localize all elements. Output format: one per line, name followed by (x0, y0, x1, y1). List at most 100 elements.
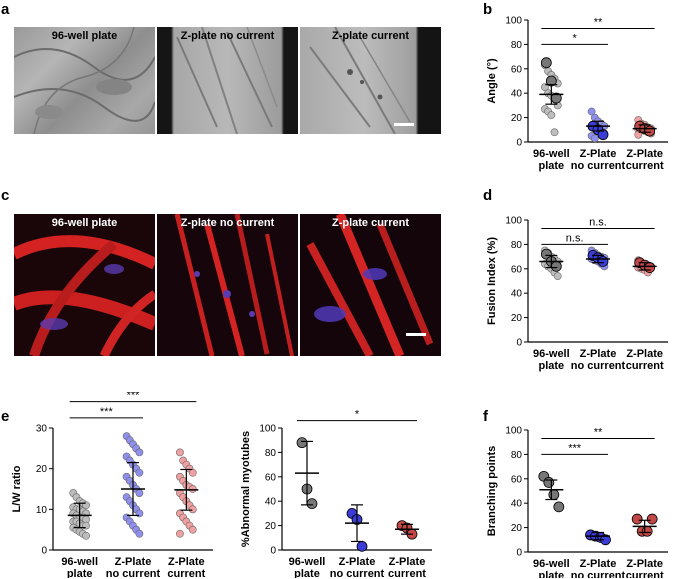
x-category-label: no current (571, 570, 626, 578)
y-tick-label: 10 (36, 505, 48, 516)
replicate-mean-point (296, 437, 308, 449)
data-point (176, 448, 184, 457)
significance-label: *** (568, 442, 582, 454)
data-point (135, 448, 144, 457)
y-tick-label: 100 (259, 424, 276, 435)
micrograph-z-plate-current-fluorescence: Z-plate current (300, 214, 441, 356)
y-axis-label: Angle (°) (486, 58, 498, 104)
significance-label: ** (594, 427, 603, 439)
x-category-label: Z-Plate (580, 558, 617, 570)
x-category-label: Z-Plate (389, 556, 426, 568)
x-category-label: plate (538, 160, 564, 172)
panel-letter-f: f (483, 408, 488, 425)
x-category-label: current (626, 360, 664, 372)
y-axis-label: L/W ratio (11, 465, 23, 512)
x-category-label: Z-Plate (115, 556, 152, 568)
y-tick-label: 60 (511, 264, 523, 275)
scale-bar (406, 333, 426, 336)
data-point (587, 107, 596, 116)
chart-d-fusion-index: 0 20 40 60 80 100 Fusion Index (%) 96-wellplate… (486, 216, 668, 372)
y-tick-label: 80 (511, 450, 523, 461)
y-axis-label: Branching points (486, 446, 498, 536)
y-tick-label: 0 (270, 546, 276, 557)
y-tick-label: 30 (36, 424, 48, 435)
data-point (82, 531, 90, 540)
significance-label: *** (100, 406, 114, 418)
y-tick-label: 0 (516, 338, 522, 349)
y-tick-label: 100 (505, 426, 522, 437)
panel-letter-d: d (483, 187, 493, 204)
x-category-label: 96-well (533, 348, 570, 360)
micrograph-z-plate-no-current-fluorescence: Z-plate no current (157, 214, 298, 356)
data-point (541, 83, 549, 91)
micrograph-title: Z-plate no current (180, 30, 275, 42)
x-category-label: plate (538, 570, 564, 578)
data-point (550, 128, 559, 137)
y-tick-label: 80 (511, 40, 523, 51)
panel-letter-c: c (1, 187, 10, 204)
data-point (135, 529, 144, 538)
replicate-mean-point (597, 256, 609, 267)
data-point (188, 485, 197, 493)
replicate-mean-point (631, 513, 643, 525)
y-tick-label: 100 (505, 216, 522, 227)
y-tick-label: 80 (265, 448, 277, 459)
y-tick-label: 20 (36, 464, 48, 475)
y-axis-label: %Abnormal myotubes (240, 431, 252, 547)
replicate-mean-point (550, 260, 562, 272)
replicate-mean-point (641, 525, 653, 537)
micrograph-title: 96-well plate (51, 217, 118, 229)
replicate-mean-point (543, 477, 555, 488)
x-category-label: no current (330, 568, 385, 578)
y-tick-label: 40 (265, 497, 277, 508)
y-tick-label: 100 (505, 16, 522, 27)
replicate-mean-point (540, 248, 552, 260)
significance-label: *** (127, 392, 141, 402)
x-category-label: no current (106, 568, 161, 578)
x-category-label: Z-Plate (168, 556, 205, 568)
panel-letter-a: a (1, 1, 10, 18)
data-point (176, 529, 184, 538)
x-category-label: no current (571, 360, 626, 372)
panel-letter-e: e (1, 408, 10, 425)
y-axis-label: Fusion Index (%) (486, 237, 498, 325)
significance-label: n.s. (589, 217, 607, 229)
y-tick-label: 40 (511, 289, 523, 300)
x-category-label: current (388, 568, 426, 578)
y-tick-label: 20 (511, 313, 523, 324)
y-tick-label: 40 (511, 499, 523, 510)
y-tick-label: 60 (511, 64, 523, 75)
significance-label: * (573, 32, 578, 44)
data-point (188, 468, 197, 477)
data-point (590, 134, 599, 143)
x-category-label: 96-well (533, 558, 570, 570)
x-category-label: Z-Plate (580, 348, 617, 360)
x-category-label: Z-Plate (339, 556, 376, 568)
micrograph-96-well-brightfield: 96-well plate (14, 27, 155, 134)
replicate-mean-point (597, 129, 609, 141)
significance-label: * (355, 409, 360, 421)
replicate-mean-point (356, 540, 368, 552)
micrograph-96-well-fluorescence: 96-well plate (14, 214, 155, 356)
y-tick-label: 20 (511, 523, 523, 534)
scale-bar (394, 123, 414, 126)
x-category-label: plate (294, 568, 320, 578)
y-tick-label: 40 (511, 89, 523, 100)
data-point (188, 525, 197, 534)
replicate-mean-point (646, 513, 658, 525)
y-tick-label: 60 (265, 472, 277, 483)
y-tick-label: 20 (265, 521, 277, 532)
replicate-mean-point (553, 501, 565, 513)
data-point (547, 111, 556, 120)
x-category-label: Z-Plate (626, 558, 663, 570)
x-category-label: Z-Plate (626, 348, 663, 360)
significance-label: ** (594, 17, 603, 29)
y-tick-label: 0 (41, 546, 47, 557)
data-point (188, 505, 197, 514)
data-point (135, 489, 144, 497)
micrograph-title: Z-plate current (331, 217, 409, 229)
data-point (553, 272, 562, 281)
x-category-label: no current (571, 160, 626, 172)
